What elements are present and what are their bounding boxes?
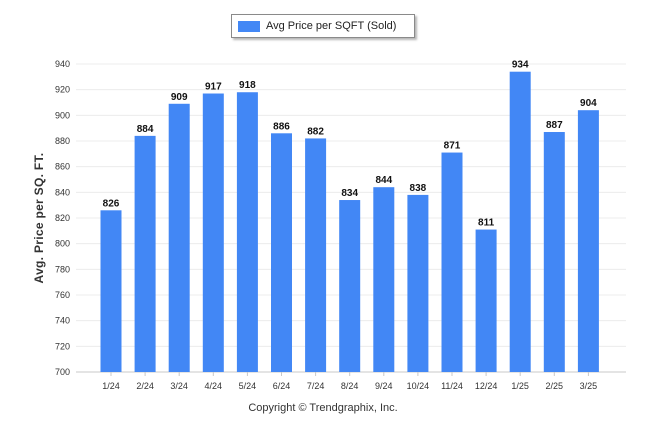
data-label: 934 <box>512 60 529 71</box>
x-tick-label: 1/24 <box>102 381 120 391</box>
y-tick-label: 920 <box>55 85 70 95</box>
x-tick-label: 9/24 <box>375 381 393 391</box>
y-tick-label: 780 <box>55 264 70 274</box>
bar <box>100 210 122 372</box>
bar <box>305 138 327 372</box>
bar <box>543 132 565 372</box>
y-tick-label: 740 <box>55 316 70 326</box>
data-label: 811 <box>478 218 495 229</box>
bar <box>339 200 361 372</box>
y-tick-label: 840 <box>55 187 70 197</box>
bar <box>475 229 497 372</box>
legend-label: Avg Price per SQFT (Sold) <box>266 20 397 32</box>
y-tick-label: 720 <box>55 341 70 351</box>
data-label: 882 <box>307 126 324 137</box>
x-tick-label: 11/24 <box>441 381 463 391</box>
data-label: 838 <box>410 183 427 194</box>
y-tick-label: 700 <box>55 367 70 377</box>
x-tick-label: 6/24 <box>273 381 291 391</box>
bar <box>168 103 190 373</box>
x-tick-label: 3/24 <box>170 381 188 391</box>
x-tick-label: 2/24 <box>136 381 154 391</box>
x-tick-label: 2/25 <box>546 381 564 391</box>
legend-swatch <box>238 20 260 32</box>
x-tick-label: 4/24 <box>205 381 223 391</box>
y-tick-label: 880 <box>55 136 70 146</box>
y-axis-label: Avg. Price per SQ. FT. <box>32 152 46 284</box>
data-label: 826 <box>103 198 120 209</box>
y-tick-label: 860 <box>55 162 70 172</box>
y-tick-label: 900 <box>55 110 70 120</box>
copyright-text: Copyright © Trendgraphix, Inc. <box>248 402 398 414</box>
bar <box>202 93 224 373</box>
data-label: 917 <box>205 82 222 93</box>
y-axis-ticks: 700 720 740 760 780 800 820 840 860 880 900 920 940 <box>55 59 70 377</box>
data-label: 834 <box>341 188 358 199</box>
x-axis-ticks: 1/24 2/24 3/24 4/24 5/24 6/24 7/24 8/24 9/24 10/2… <box>102 372 597 391</box>
data-labels: 826 884 909 917 918 886 882 834 844 838 871 811 934 8… <box>103 60 598 229</box>
data-label: 871 <box>444 141 461 152</box>
data-label: 904 <box>580 98 597 109</box>
data-label: 886 <box>273 121 290 132</box>
data-label: 909 <box>171 92 188 103</box>
bar <box>236 92 258 372</box>
y-tick-label: 820 <box>55 213 70 223</box>
data-label: 884 <box>137 124 154 135</box>
x-tick-label: 10/24 <box>407 381 430 391</box>
y-tick-label: 760 <box>55 290 70 300</box>
y-tick-label: 800 <box>55 239 70 249</box>
x-tick-label: 7/24 <box>307 381 325 391</box>
bar <box>577 110 599 372</box>
bar-series <box>100 71 599 373</box>
x-tick-label: 3/25 <box>580 381 598 391</box>
x-tick-label: 8/24 <box>341 381 359 391</box>
bar <box>134 135 156 372</box>
bar <box>441 152 463 372</box>
legend[interactable]: Avg Price per SQFT (Sold) <box>231 14 415 38</box>
x-tick-label: 12/24 <box>475 381 498 391</box>
bar <box>407 194 429 372</box>
data-label: 918 <box>239 80 256 91</box>
bar <box>271 133 292 372</box>
y-tick-label: 940 <box>55 59 70 69</box>
data-label: 887 <box>546 120 563 131</box>
data-label: 844 <box>375 175 392 186</box>
x-tick-label: 1/25 <box>511 381 529 391</box>
bar <box>373 187 395 372</box>
x-tick-label: 5/24 <box>239 381 257 391</box>
bar <box>509 71 531 372</box>
